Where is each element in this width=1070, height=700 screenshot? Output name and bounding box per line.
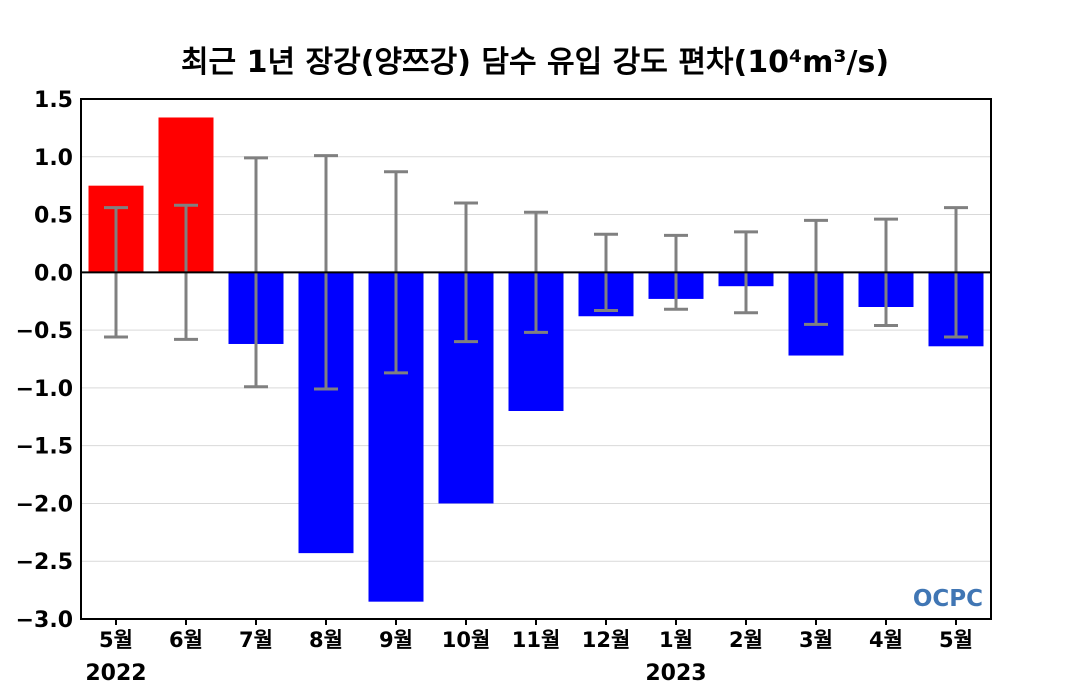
- x-tick-label: 1월: [659, 628, 693, 652]
- y-tick-label: −2.5: [16, 550, 73, 575]
- x-tick-label: 4월: [869, 628, 903, 652]
- x-tick-label: 2월: [729, 628, 763, 652]
- y-tick-label: −0.5: [16, 319, 73, 344]
- y-tick-label: 1.0: [34, 146, 73, 171]
- x-tick-label: 10월: [442, 628, 491, 652]
- ocpc-logo: OCPC: [913, 586, 983, 612]
- y-tick-label: −1.0: [16, 377, 73, 402]
- y-tick-label: −3.0: [16, 608, 73, 633]
- y-tick-label: −2.0: [16, 492, 73, 517]
- x-tick-label: 8월: [309, 628, 343, 652]
- x-axis-ticks: 5월 6월 7월 8월 9월 10월 11월 12월 1월 2월 3월 4월 5월: [99, 619, 973, 652]
- x-tick-label: 5월: [99, 628, 133, 652]
- chart-title: 최근 1년 장강(양쯔강) 담수 유입 강도 편차(10⁴m³/s): [181, 45, 889, 80]
- x-tick-label: 5월: [939, 628, 973, 652]
- y-tick-label: 0.0: [34, 261, 73, 286]
- x-tick-label: 6월: [169, 628, 203, 652]
- y-tick-label: −1.5: [16, 435, 73, 460]
- y-tick-label: 1.5: [34, 88, 73, 113]
- x-tick-label: 7월: [239, 628, 273, 652]
- x-tick-label: 3월: [799, 628, 833, 652]
- year-label: 2023: [645, 661, 706, 686]
- ocpc-watermark-text: OCPC: [913, 586, 983, 612]
- year-label: 2022: [85, 661, 146, 686]
- year-labels: 2022 2023: [85, 661, 706, 686]
- bars: [88, 117, 984, 602]
- x-tick-label: 11월: [512, 628, 561, 652]
- y-tick-label: 0.5: [34, 204, 73, 229]
- y-axis-ticks: 1.5 1.0 0.5 0.0 −0.5 −1.0 −1.5 −2.0 −2.5 −3.0: [16, 88, 73, 633]
- x-tick-label: 12월: [582, 628, 631, 652]
- x-tick-label: 9월: [379, 628, 413, 652]
